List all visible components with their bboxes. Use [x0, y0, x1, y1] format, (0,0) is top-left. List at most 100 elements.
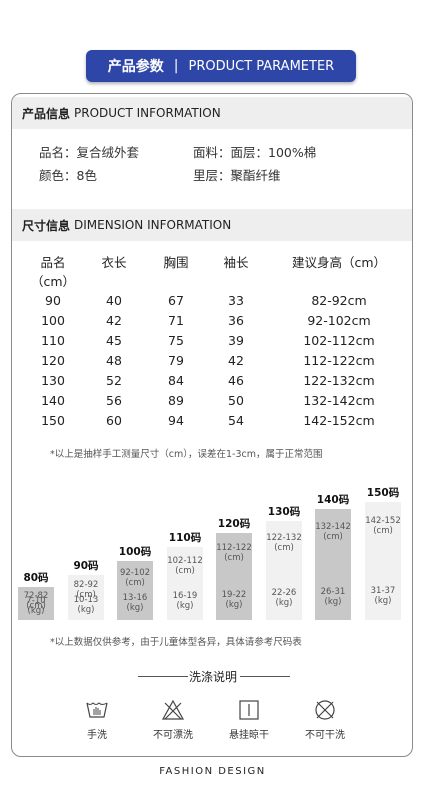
product-info-header-cn: 产品信息 — [22, 106, 71, 121]
table-cell: 48 — [106, 352, 122, 368]
dimension-info-header-en: DIMENSION INFORMATION — [74, 218, 232, 232]
table-cell: 84 — [168, 372, 184, 388]
size-bar: 72-82 (cm) 7-10 (kg) — [18, 587, 54, 620]
table-cell: 40 — [106, 292, 122, 308]
table-cell: 71 — [168, 312, 184, 328]
table-cell: 140 — [41, 392, 65, 408]
product-lining: 里层：聚酯纤维 — [193, 168, 281, 183]
banner-separator: | — [173, 58, 179, 74]
bar-weight-range: 22-26 — [271, 588, 297, 598]
wash-item-no-dry-clean: 不可干洗 — [295, 698, 355, 741]
product-info-header-en: PRODUCT INFORMATION — [74, 106, 221, 120]
table-row: 110 45 75 39 102-112cm — [12, 330, 412, 350]
bar-height-unit: (cm) — [175, 566, 195, 576]
product-info-header: 产品信息 PRODUCT INFORMATION — [12, 97, 412, 129]
bar-size-label: 110码 — [168, 532, 202, 544]
table-cell: 54 — [228, 412, 244, 428]
bar-weight-range: 16-19 — [172, 591, 198, 601]
table-cell: 94 — [168, 412, 184, 428]
column-header: 品名（cm） — [30, 255, 76, 289]
table-cell: 100 — [41, 312, 65, 328]
bar-size-label: 80码 — [23, 572, 49, 584]
bar-height-range: 92-102 — [119, 568, 151, 578]
table-cell: 112-122cm — [303, 352, 375, 368]
hang-dry-icon — [219, 698, 279, 722]
bar-weight-range: 7-10 — [26, 596, 46, 606]
column-header: 胸围 — [163, 255, 189, 270]
column-header: 建议身高（cm） — [291, 255, 387, 270]
hand-wash-icon — [67, 698, 127, 722]
bar-height-unit: (cm) — [76, 590, 96, 600]
bar-weight-range: 10-13 — [73, 595, 99, 605]
table-cell: 110 — [41, 332, 65, 348]
header-banner: 产品参数 | PRODUCT PARAMETER — [86, 50, 356, 82]
product-fabric: 面料：面层：100%棉 — [193, 145, 317, 160]
bar-weight-unit: (kg) — [27, 606, 45, 616]
table-cell: 42 — [106, 312, 122, 328]
footer-brand: FASHION DESIGN — [159, 766, 266, 777]
wash-title: 洗涤说明 — [188, 670, 237, 684]
wash-item-hang-dry: 悬挂晾干 — [219, 698, 279, 741]
table-cell: 45 — [106, 332, 122, 348]
bar-weight-unit: (kg) — [324, 597, 342, 607]
bar-height-unit: (cm) — [125, 578, 145, 588]
bar-weight-unit: (kg) — [77, 605, 95, 615]
column-header: 袖长 — [223, 255, 249, 270]
table-cell: 42 — [228, 352, 244, 368]
no-dry-clean-icon — [295, 698, 355, 722]
size-bar: 82-92 (cm) 10-13 (kg) — [68, 575, 104, 620]
table-row: 100 42 71 36 92-102cm — [12, 310, 412, 330]
product-name: 品名：复合绒外套 — [39, 145, 140, 160]
bar-height-range: 82-92 — [73, 580, 99, 590]
wash-label: 悬挂晾干 — [229, 730, 269, 741]
table-cell: 50 — [228, 392, 244, 408]
bar-weight-range: 31-37 — [370, 586, 396, 596]
table-cell: 56 — [106, 392, 122, 408]
bar-weight-range: 26-31 — [320, 587, 346, 597]
size-bar: 92-102 (cm) 13-16 (kg) — [117, 561, 153, 620]
size-table: 品名（cm） 衣长 胸围 袖长 建议身高（cm） 90 40 67 33 82-92cm… — [12, 252, 412, 430]
table-row: 130 52 84 46 122-132cm — [12, 370, 412, 390]
bar-height-range: 142-152 — [365, 516, 401, 526]
bar-height-unit: (cm) — [373, 526, 393, 536]
size-bar: 122-132 (cm) 22-26 (kg) — [266, 521, 302, 620]
parameter-card: 产品信息 PRODUCT INFORMATION 品名：复合绒外套 颜色：8色 … — [11, 93, 413, 757]
banner-title-cn: 产品参数 — [107, 59, 164, 75]
table-cell: 79 — [168, 352, 184, 368]
no-bleach-icon — [143, 698, 203, 722]
size-bar: 102-112 (cm) 16-19 (kg) — [167, 547, 203, 620]
table-row: 150 60 94 54 142-152cm — [12, 410, 412, 430]
table-row: 140 56 89 50 132-142cm — [12, 390, 412, 410]
size-bar: 132-142 (cm) 26-31 (kg) — [315, 509, 351, 620]
bar-weight-unit: (kg) — [275, 598, 293, 608]
bar-size-label: 150码 — [366, 487, 400, 499]
bar-height-range: 72-82 — [23, 591, 49, 601]
table-cell: 33 — [228, 292, 244, 308]
bar-size-label: 130码 — [267, 506, 301, 518]
bar-size-label: 140码 — [316, 494, 350, 506]
bar-height-range: 132-142 — [315, 522, 351, 532]
bar-height-unit: (cm) — [26, 601, 46, 611]
size-bar: 112-122 (cm) 19-22 (kg) — [216, 533, 252, 620]
bar-height-unit: (cm) — [323, 532, 343, 542]
table-cell: 39 — [228, 332, 244, 348]
banner-title-en: PRODUCT PARAMETER — [188, 58, 335, 74]
bar-weight-range: 13-16 — [122, 593, 148, 603]
table-cell: 89 — [168, 392, 184, 408]
bar-height-range: 102-112 — [167, 556, 203, 566]
wash-label: 不可漂洗 — [153, 730, 193, 741]
table-row: 120 48 79 42 112-122cm — [12, 350, 412, 370]
bar-weight-unit: (kg) — [374, 596, 392, 606]
table-cell: 122-132cm — [303, 372, 375, 388]
bar-size-label: 90码 — [73, 560, 99, 572]
bar-weight-unit: (kg) — [176, 601, 194, 611]
dimension-info-header: 尺寸信息 DIMENSION INFORMATION — [12, 209, 412, 241]
table-cell: 150 — [41, 412, 65, 428]
table-cell: 67 — [168, 292, 184, 308]
bar-height-unit: (cm) — [224, 553, 244, 563]
wash-label: 不可干洗 — [305, 730, 345, 741]
divider — [138, 676, 188, 677]
table-cell: 52 — [106, 372, 122, 388]
bar-size-label: 120码 — [217, 518, 251, 530]
product-color: 颜色：8色 — [39, 168, 97, 183]
